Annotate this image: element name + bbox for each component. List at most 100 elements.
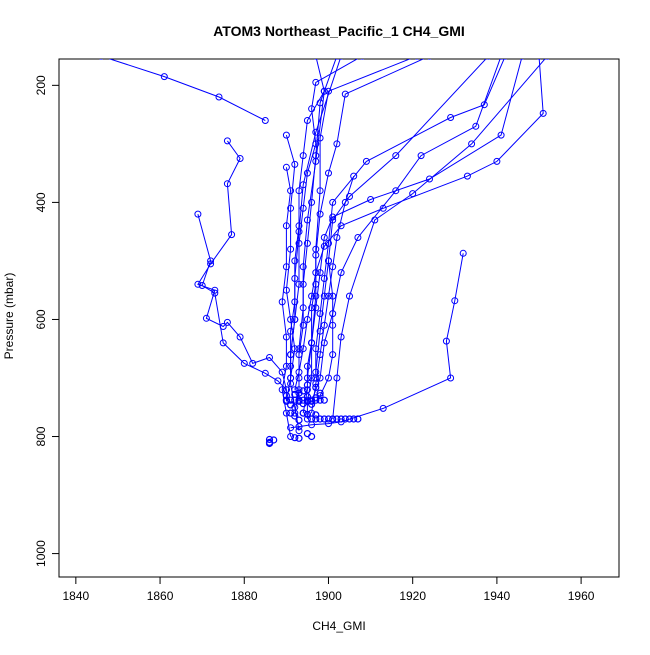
data-point bbox=[287, 401, 295, 409]
data-point bbox=[308, 415, 316, 423]
data-point bbox=[346, 193, 353, 200]
data-point bbox=[472, 122, 480, 130]
data-point bbox=[320, 396, 328, 404]
data-point bbox=[249, 359, 257, 367]
data-point bbox=[202, 314, 210, 322]
series-line-13 bbox=[290, 59, 325, 367]
data-point bbox=[312, 345, 320, 353]
data-point bbox=[447, 114, 455, 121]
data-point bbox=[99, 59, 104, 60]
data-point bbox=[392, 152, 400, 160]
data-point bbox=[287, 187, 295, 195]
data-point bbox=[303, 381, 311, 389]
data-point bbox=[339, 59, 344, 60]
data-point bbox=[282, 222, 290, 230]
data-point bbox=[219, 339, 227, 347]
series-line-9 bbox=[302, 59, 425, 414]
data-point bbox=[287, 380, 295, 388]
data-point bbox=[291, 275, 299, 282]
data-point bbox=[320, 321, 328, 329]
series-line-7 bbox=[294, 59, 544, 390]
series-line-4 bbox=[285, 134, 296, 402]
data-point bbox=[287, 351, 295, 359]
data-point bbox=[320, 275, 328, 282]
series-line-11 bbox=[306, 59, 522, 379]
x-tick-label: 1840 bbox=[62, 589, 89, 603]
data-point bbox=[278, 386, 286, 394]
data-point bbox=[463, 172, 471, 180]
data-point bbox=[160, 73, 168, 81]
data-point bbox=[299, 396, 307, 404]
data-point bbox=[287, 424, 295, 432]
data-point bbox=[194, 210, 202, 218]
data-point bbox=[291, 390, 299, 398]
data-point bbox=[303, 239, 311, 247]
data-point bbox=[313, 59, 318, 60]
data-point bbox=[537, 59, 541, 60]
data-point bbox=[223, 318, 231, 326]
data-point bbox=[379, 404, 387, 412]
data-point bbox=[291, 316, 299, 323]
data-point bbox=[341, 415, 349, 423]
data-point bbox=[299, 387, 307, 395]
data-point bbox=[325, 239, 332, 247]
data-point bbox=[341, 90, 349, 98]
data-point bbox=[303, 169, 311, 177]
data-point bbox=[316, 351, 324, 359]
series-line-15 bbox=[311, 59, 501, 402]
data-point bbox=[367, 196, 375, 203]
data-point bbox=[207, 257, 215, 265]
data-point bbox=[316, 210, 324, 218]
data-point bbox=[451, 297, 459, 305]
data-point bbox=[291, 257, 299, 265]
x-tick-label: 1940 bbox=[484, 589, 511, 603]
data-point bbox=[282, 131, 290, 139]
data-point bbox=[295, 434, 303, 442]
data-point bbox=[333, 140, 341, 148]
data-point bbox=[427, 59, 432, 60]
data-point bbox=[236, 155, 244, 162]
data-point bbox=[299, 321, 307, 329]
data-point bbox=[312, 157, 320, 165]
data-point bbox=[545, 59, 550, 60]
x-axis-label: CH4_GMI bbox=[312, 619, 365, 633]
data-point bbox=[333, 234, 341, 241]
data-point bbox=[312, 415, 320, 423]
data-point bbox=[312, 78, 320, 86]
series-line-6 bbox=[108, 59, 266, 121]
data-point bbox=[468, 140, 476, 148]
data-point bbox=[299, 204, 307, 212]
data-point bbox=[211, 289, 219, 297]
data-point bbox=[459, 249, 467, 257]
data-point bbox=[329, 263, 337, 271]
series-line-1 bbox=[332, 59, 546, 420]
data-point bbox=[295, 427, 303, 435]
data-point bbox=[360, 59, 365, 60]
data-point bbox=[308, 374, 316, 382]
data-point bbox=[282, 163, 290, 171]
data-point bbox=[308, 292, 316, 300]
data-point bbox=[447, 374, 455, 382]
data-point bbox=[308, 198, 316, 206]
data-point bbox=[303, 393, 311, 401]
data-point bbox=[316, 310, 324, 318]
y-tick-label: 600 bbox=[34, 309, 48, 329]
data-point bbox=[303, 415, 311, 423]
data-point bbox=[299, 152, 307, 160]
series-line-12 bbox=[290, 253, 464, 429]
data-point bbox=[362, 157, 370, 165]
data-point bbox=[299, 263, 307, 271]
x-tick-label: 1880 bbox=[231, 589, 258, 603]
data-point bbox=[265, 439, 274, 448]
data-point bbox=[312, 396, 320, 404]
data-point bbox=[303, 410, 311, 418]
data-point bbox=[274, 377, 282, 385]
plot-area bbox=[99, 59, 550, 448]
data-point bbox=[329, 415, 337, 423]
data-point bbox=[325, 169, 332, 177]
data-point bbox=[414, 59, 419, 60]
data-point bbox=[337, 333, 345, 341]
data-point bbox=[486, 59, 491, 60]
data-point bbox=[308, 400, 316, 408]
